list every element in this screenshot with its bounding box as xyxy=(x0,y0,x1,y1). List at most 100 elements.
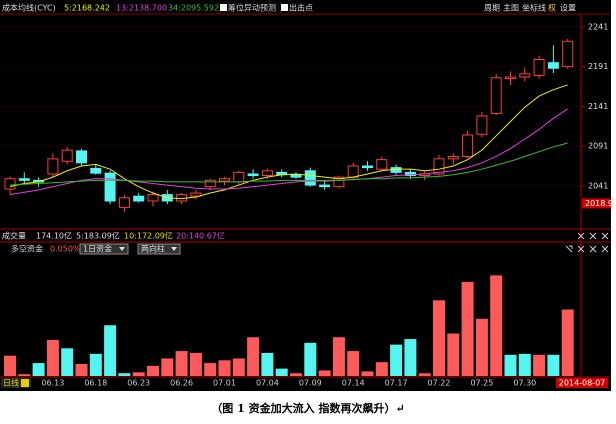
toolbar-item[interactable]: 周期 xyxy=(484,4,500,13)
icon[interactable] xyxy=(601,245,609,253)
panel-ratio: 0.050% xyxy=(50,245,81,254)
legend-entry: 5:2168.242 xyxy=(64,4,110,13)
bar xyxy=(290,373,302,376)
icon[interactable] xyxy=(589,232,597,240)
y-tick-label: 2141 xyxy=(588,102,608,111)
candle-body xyxy=(462,134,474,157)
bar xyxy=(232,358,245,376)
candle-body xyxy=(290,174,302,178)
bar xyxy=(189,352,202,376)
panel-icons[interactable] xyxy=(565,232,609,253)
x-tick-label: 07.04 xyxy=(256,379,279,388)
checkbox-label[interactable]: 筹位异动预测 xyxy=(228,3,276,13)
dropdown-label[interactable]: 1日资金 xyxy=(83,244,112,254)
candle-body xyxy=(333,176,345,188)
candle-body xyxy=(319,184,331,188)
candle-body xyxy=(376,159,388,170)
bar xyxy=(32,363,45,376)
dropdown-label[interactable]: 两向柱 xyxy=(141,244,165,254)
candle-body xyxy=(204,179,216,188)
x-tick-label: 06.26 xyxy=(170,379,193,388)
candle-body xyxy=(304,170,316,186)
candle-body xyxy=(90,167,102,174)
volume-ma: 20:140.67亿 xyxy=(176,231,225,241)
checkbox[interactable] xyxy=(220,4,227,11)
candle-body xyxy=(61,149,73,162)
volume-title: 成交量 xyxy=(2,231,26,241)
legend-entry: 13:2138.700 xyxy=(116,4,167,13)
toolbar-item[interactable]: 设置 xyxy=(560,3,576,13)
candle-body xyxy=(490,77,502,115)
bar xyxy=(433,300,445,376)
icon[interactable] xyxy=(21,379,29,387)
bar xyxy=(4,355,16,376)
y-tick-label: 2241 xyxy=(588,22,608,31)
checkbox[interactable] xyxy=(281,4,288,11)
volume-value: 174.10亿 xyxy=(36,231,72,241)
bar xyxy=(261,352,274,376)
y-tick-label: 2041 xyxy=(588,181,608,190)
candle-body xyxy=(562,40,574,68)
cursor-price-box xyxy=(582,198,611,209)
cursor-price-label: 2018.9 xyxy=(585,199,613,208)
candle-body xyxy=(76,150,87,164)
candle-body xyxy=(233,171,245,183)
x-tick-label: 06.23 xyxy=(127,379,150,388)
bar xyxy=(61,348,74,376)
dropdown-arrow[interactable] xyxy=(119,247,125,251)
bar xyxy=(89,353,102,376)
candle-body xyxy=(404,171,416,177)
bar xyxy=(347,351,360,376)
toolbar-item[interactable]: 主图 xyxy=(503,3,519,13)
dropdown[interactable] xyxy=(137,243,181,255)
bar xyxy=(161,358,174,376)
candle-body xyxy=(47,158,59,175)
dropdown-arrow[interactable] xyxy=(171,247,177,251)
bar xyxy=(547,354,560,376)
ma-line xyxy=(9,142,568,186)
ma-line xyxy=(9,84,568,200)
candle-body xyxy=(147,194,159,202)
bar xyxy=(390,344,403,376)
icon[interactable] xyxy=(589,245,597,253)
toolbar-item[interactable]: 坐标线 xyxy=(522,3,546,13)
icon[interactable] xyxy=(565,245,573,253)
bar xyxy=(504,354,517,376)
candle-body xyxy=(247,173,259,177)
period-box[interactable] xyxy=(1,378,31,388)
ma-line xyxy=(9,108,568,196)
bar xyxy=(304,342,317,376)
checkbox-label[interactable]: 出击点 xyxy=(289,3,313,13)
candle-body xyxy=(505,76,516,80)
period-label[interactable]: 日线 xyxy=(3,378,19,388)
x-tick-label: 07.30 xyxy=(513,379,536,388)
y-tick-label: 2191 xyxy=(588,62,608,71)
bar xyxy=(361,371,374,376)
candle-body xyxy=(190,192,202,197)
bar xyxy=(475,318,488,376)
candle-body xyxy=(18,178,30,181)
volume-ma: 5:183.09亿 xyxy=(76,231,120,241)
panel-title: 多空资金 xyxy=(11,244,43,254)
candle-body xyxy=(261,170,273,177)
bar xyxy=(247,337,260,376)
current-date: 2014-08-07 xyxy=(559,379,606,388)
icon[interactable] xyxy=(577,245,585,253)
icon[interactable] xyxy=(577,232,585,240)
dropdown[interactable] xyxy=(79,243,129,255)
bar xyxy=(18,374,31,376)
candle-body xyxy=(533,59,545,76)
icon[interactable] xyxy=(601,232,609,240)
x-tick-label: 06.18 xyxy=(84,379,107,388)
bar xyxy=(533,354,546,376)
bar xyxy=(175,351,188,376)
main-title: 成本均线(CYC) xyxy=(2,3,56,13)
bar xyxy=(447,333,460,376)
candle-body xyxy=(547,62,559,69)
bar xyxy=(318,370,331,376)
toolbar-item[interactable]: 权 xyxy=(548,3,556,13)
candle-body xyxy=(447,155,459,160)
bar xyxy=(275,368,288,376)
